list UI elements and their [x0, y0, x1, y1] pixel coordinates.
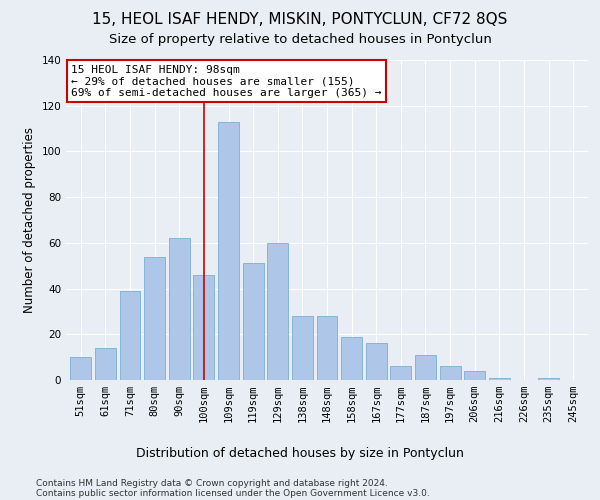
Text: Size of property relative to detached houses in Pontyclun: Size of property relative to detached ho… — [109, 32, 491, 46]
Bar — [70, 357, 91, 380]
Bar — [119, 291, 140, 380]
Text: 15 HEOL ISAF HENDY: 98sqm
← 29% of detached houses are smaller (155)
69% of semi: 15 HEOL ISAF HENDY: 98sqm ← 29% of detac… — [71, 65, 382, 98]
Bar — [489, 378, 510, 380]
Bar — [267, 243, 288, 380]
Bar — [169, 238, 190, 380]
Bar — [292, 316, 313, 380]
Text: Contains HM Land Registry data © Crown copyright and database right 2024.: Contains HM Land Registry data © Crown c… — [36, 479, 388, 488]
Text: Contains public sector information licensed under the Open Government Licence v3: Contains public sector information licen… — [36, 489, 430, 498]
Text: Distribution of detached houses by size in Pontyclun: Distribution of detached houses by size … — [136, 448, 464, 460]
Bar — [95, 348, 116, 380]
Bar — [538, 378, 559, 380]
Text: 15, HEOL ISAF HENDY, MISKIN, PONTYCLUN, CF72 8QS: 15, HEOL ISAF HENDY, MISKIN, PONTYCLUN, … — [92, 12, 508, 28]
Y-axis label: Number of detached properties: Number of detached properties — [23, 127, 36, 313]
Bar — [242, 264, 263, 380]
Bar — [440, 366, 461, 380]
Bar — [391, 366, 412, 380]
Bar — [415, 355, 436, 380]
Bar — [193, 275, 214, 380]
Bar — [366, 344, 387, 380]
Bar — [144, 256, 165, 380]
Bar — [218, 122, 239, 380]
Bar — [464, 371, 485, 380]
Bar — [317, 316, 337, 380]
Bar — [341, 336, 362, 380]
